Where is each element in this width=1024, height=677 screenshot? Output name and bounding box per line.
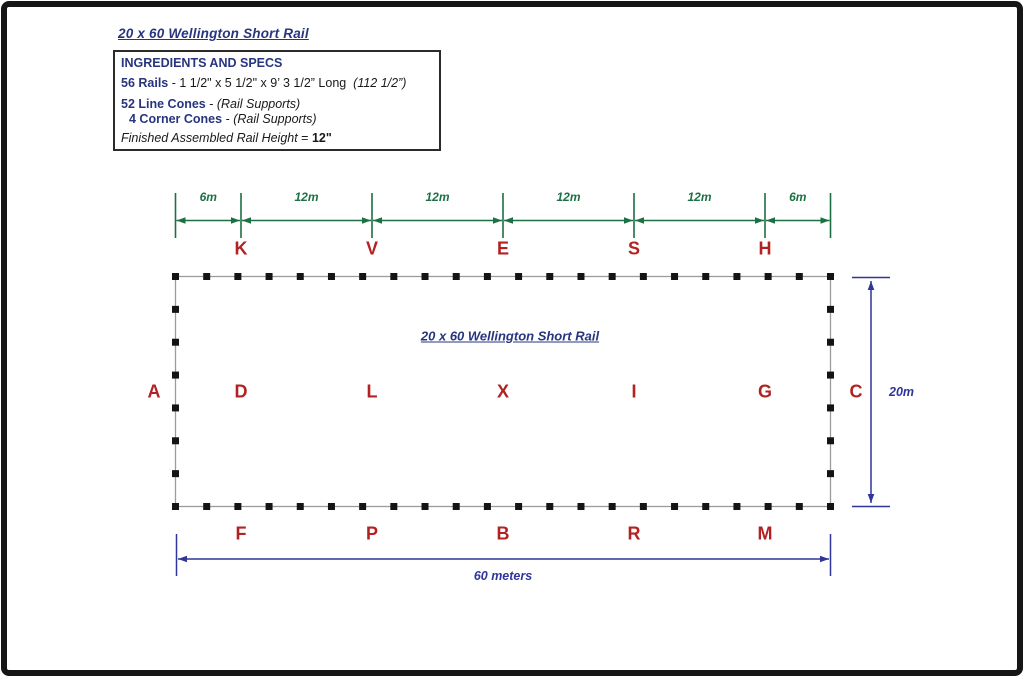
line-cone: [452, 503, 460, 510]
line-cone: [359, 503, 367, 510]
line-cones-qty: 52 Line Cones: [121, 97, 206, 111]
line-cone: [265, 273, 273, 280]
line-cone: [483, 273, 491, 280]
line-cone: [639, 273, 647, 280]
corner-cone: [172, 503, 179, 510]
line-cone: [827, 338, 834, 346]
line-cone: [203, 503, 211, 510]
line-cone: [265, 503, 273, 510]
line-cone: [827, 305, 834, 313]
line-cone: [296, 503, 304, 510]
corner-cone: [827, 503, 834, 510]
line-cone: [827, 404, 834, 412]
top-dim-arrow-6m-5-head: [766, 217, 775, 224]
line-cone: [546, 503, 554, 510]
top-dim-arrow-12m-2-head: [373, 217, 382, 224]
line-cone: [702, 503, 710, 510]
rails-dims: - 1 1/2" x 5 1/2" x 9’ 3 1/2” Long: [168, 76, 354, 90]
line-cone: [608, 503, 616, 510]
rail-height-value: 12": [311, 131, 332, 145]
line-cone: [421, 273, 429, 280]
line-cone: [795, 273, 803, 280]
line-cone: [764, 273, 772, 280]
specs-header: INGREDIENTS AND SPECS: [121, 56, 283, 70]
page-title: 20 x 60 Wellington Short Rail: [118, 26, 309, 41]
line-cone: [577, 273, 585, 280]
line-cone: [390, 503, 398, 510]
line-cone: [172, 404, 179, 412]
line-cone: [515, 503, 523, 510]
specs-line-rails: 56 Rails - 1 1/2" x 5 1/2" x 9’ 3 1/2” L…: [121, 76, 439, 90]
rails-note: (112 1/2”): [353, 76, 407, 90]
line-cone: [764, 503, 772, 510]
top-dim-arrow-12m-4-head: [635, 217, 644, 224]
line-cone: [795, 503, 803, 510]
line-cone: [827, 371, 834, 379]
corner-cone: [172, 273, 179, 280]
line-cone: [327, 273, 335, 280]
line-cone: [234, 273, 242, 280]
line-cone: [203, 273, 211, 280]
rail-height-label: Finished Assembled Rail Height: [121, 131, 298, 145]
top-dim-arrow-6m-0-head: [176, 217, 186, 224]
line-cone: [827, 470, 834, 478]
line-cone: [172, 305, 179, 313]
line-cone: [515, 273, 523, 280]
top-dim-arrow-12m-1-head: [242, 217, 251, 224]
line-cone: [296, 273, 304, 280]
top-dim-arrow-12m-1-head: [362, 217, 371, 224]
top-dim-arrow-12m-3-head: [504, 217, 513, 224]
line-cone: [733, 273, 741, 280]
line-cone: [827, 437, 834, 445]
corner-cone: [827, 273, 834, 280]
height-dim-arrow-head: [867, 281, 875, 290]
line-cone: [452, 273, 460, 280]
line-cones-note: (Rail Supports): [216, 97, 301, 111]
corner-cones-note: (Rail Supports): [233, 112, 317, 126]
line-cone: [172, 437, 179, 445]
line-cone: [172, 338, 179, 346]
rails-qty: 56 Rails: [121, 76, 169, 90]
line-cone: [577, 503, 585, 510]
top-dim-arrow-6m-5-head: [820, 217, 830, 224]
top-dim-arrow-12m-4-head: [755, 217, 764, 224]
line-cone: [421, 503, 429, 510]
line-cone: [359, 273, 367, 280]
line-cone: [733, 503, 741, 510]
line-cone: [390, 273, 398, 280]
line-cone: [671, 273, 679, 280]
top-dim-arrow-12m-3-head: [624, 217, 633, 224]
line-cone: [327, 503, 335, 510]
line-cone: [234, 503, 242, 510]
line-cone: [546, 273, 554, 280]
specs-line-corner-cones: 4 Corner Cones - (Rail Supports): [129, 112, 317, 126]
specs-line-rail-height: Finished Assembled Rail Height = 12": [121, 131, 332, 145]
top-dim-arrow-12m-2-head: [493, 217, 502, 224]
line-cone: [608, 273, 616, 280]
width-dim-arrow-head: [820, 555, 829, 563]
width-dim-arrow-head: [178, 555, 187, 563]
top-dim-arrow-6m-0-head: [231, 217, 240, 224]
arena-outline: [174, 275, 832, 508]
line-cone: [671, 503, 679, 510]
line-cone: [702, 273, 710, 280]
line-cone: [639, 503, 647, 510]
line-cone: [172, 371, 179, 379]
line-cone: [483, 503, 491, 510]
height-dim-arrow-head: [867, 494, 875, 503]
line-cone: [172, 470, 179, 478]
corner-cones-qty: 4 Corner Cones: [129, 112, 223, 126]
specs-box: INGREDIENTS AND SPECS 56 Rails - 1 1/2" …: [113, 50, 441, 151]
specs-line-line-cones: 52 Line Cones - (Rail Supports): [121, 97, 301, 111]
